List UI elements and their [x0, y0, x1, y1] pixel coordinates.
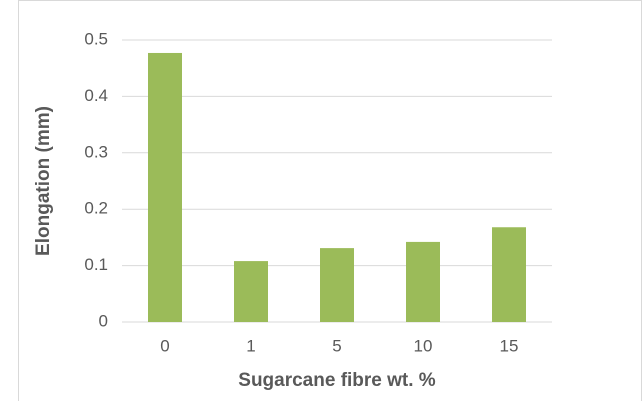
bar — [320, 248, 354, 322]
x-tick-label: 1 — [246, 336, 255, 355]
y-tick-label: 0.2 — [84, 199, 108, 218]
bar — [492, 227, 526, 322]
y-tick-label: 0.1 — [84, 255, 108, 274]
y-tick-label: 0.5 — [84, 29, 108, 48]
y-tick-label: 0 — [99, 311, 108, 330]
y-tick-label: 0.3 — [84, 142, 108, 161]
x-tick-label: 5 — [332, 336, 341, 355]
x-tick-label: 10 — [414, 336, 433, 355]
bar — [148, 52, 182, 323]
bar — [234, 261, 268, 322]
x-axis-title: Sugarcane fibre wt. % — [238, 370, 436, 391]
x-tick-label: 15 — [500, 336, 519, 355]
chart-border — [18, 0, 642, 401]
bar — [406, 241, 440, 322]
y-tick-label: 0.4 — [84, 86, 108, 105]
x-tick-label: 0 — [160, 336, 169, 355]
y-axis-title: Elongation (mm) — [33, 106, 54, 256]
